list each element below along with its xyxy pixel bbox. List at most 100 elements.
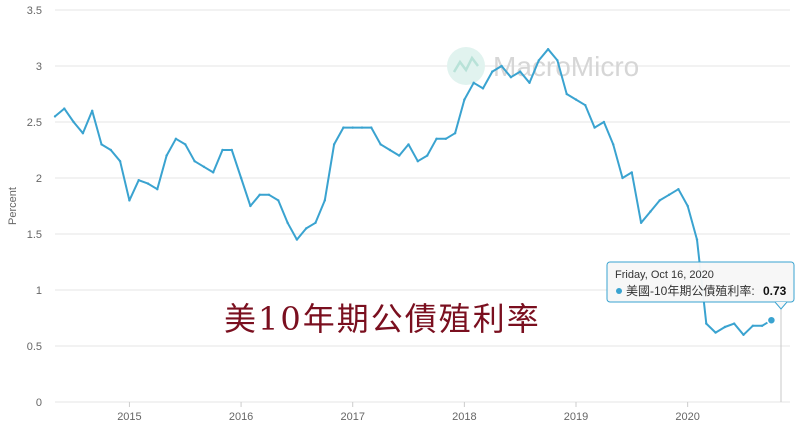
data-point [695, 238, 699, 241]
tooltip-box [606, 261, 795, 303]
data-point [53, 115, 57, 118]
data-point [444, 137, 447, 140]
tooltip-value: 0.73 [763, 284, 787, 298]
x-tick-label: 2016 [229, 411, 253, 423]
data-point [258, 193, 261, 196]
data-point [546, 48, 550, 51]
data-point [723, 325, 727, 329]
watermark-logo-mark [452, 55, 479, 73]
data-point [146, 182, 150, 185]
data-point [751, 324, 754, 327]
data-point [193, 160, 196, 163]
data-point [202, 165, 206, 168]
data-point [733, 322, 736, 325]
data-point [649, 210, 652, 213]
data-point [332, 143, 336, 146]
data-point [174, 137, 178, 140]
data-point [556, 59, 559, 62]
data-point [686, 204, 689, 208]
data-point [528, 81, 531, 85]
hover-point[interactable] [766, 315, 777, 325]
data-point [584, 104, 587, 107]
y-axis-ticks: 0 0.5 1 1.5 2 2.5 3 3.5 [27, 5, 42, 409]
data-point [574, 98, 578, 101]
data-point [342, 126, 345, 129]
data-point [277, 199, 280, 202]
x-tick-label: 2020 [675, 411, 699, 423]
data-point [667, 193, 671, 196]
data-point [351, 126, 354, 129]
data-point [426, 154, 429, 157]
data-point [63, 107, 66, 110]
data-point [612, 143, 615, 146]
watermark-logo: MacroMicro [447, 47, 639, 85]
x-tick-label: 2015 [117, 411, 141, 423]
data-point [128, 199, 131, 202]
data-point [658, 199, 661, 202]
tooltip-pointer [774, 301, 788, 310]
y-tick-label: 3 [36, 61, 42, 73]
data-point [388, 148, 392, 152]
y-tick-label: 0 [36, 397, 42, 409]
data-point [230, 148, 233, 152]
y-tick-label: 1 [36, 285, 42, 297]
y-axis-title: Percent [7, 187, 19, 225]
y-tick-label: 0.5 [27, 341, 42, 353]
data-point [435, 137, 438, 140]
y-tick-label: 2 [36, 173, 42, 185]
x-tick-label: 2018 [452, 411, 476, 423]
data-point [714, 331, 717, 334]
tooltip-date: Friday, Oct 16, 2020 [615, 269, 714, 281]
data-point [165, 154, 168, 157]
data-point [705, 322, 708, 325]
data-point [593, 126, 596, 129]
data-point [360, 126, 364, 129]
y-tick-label: 1.5 [27, 229, 42, 241]
tooltip-series-label: 美國-10年期公債殖利率: [626, 283, 755, 298]
data-point [81, 132, 85, 135]
data-point [239, 176, 243, 180]
data-point [100, 143, 103, 146]
data-point [137, 179, 140, 182]
data-point [760, 324, 764, 327]
data-point [91, 109, 94, 113]
x-axis-ticks: 2015 2016 2017 2018 2019 2020 [117, 402, 700, 423]
gridlines [55, 9, 790, 403]
watermark-text: MacroMicro [493, 51, 639, 82]
data-point [267, 193, 271, 196]
data-point [463, 98, 466, 101]
data-point [677, 188, 680, 191]
x-tick-label: 2019 [564, 411, 588, 423]
data-point [305, 227, 308, 230]
y-tick-label: 3.5 [27, 5, 42, 17]
data-point [212, 171, 215, 174]
data-point [639, 221, 643, 224]
tooltip-series-marker [616, 288, 622, 294]
tooltip: Friday, Oct 16, 2020 美國-10年期公債殖利率: 0.73 [606, 261, 795, 310]
data-point [184, 143, 187, 146]
data-point [742, 333, 745, 336]
data-point [453, 132, 457, 135]
series-layer [53, 48, 777, 336]
data-point [565, 92, 568, 96]
y-tick-label: 2.5 [27, 117, 42, 129]
data-point [537, 59, 540, 62]
watermark-logo-icon [447, 47, 485, 85]
data-point [630, 171, 633, 174]
data-point [295, 238, 299, 241]
data-point [118, 160, 122, 163]
data-point [491, 70, 494, 73]
data-point [500, 64, 503, 68]
data-point [509, 76, 513, 79]
data-point [286, 221, 289, 224]
data-point [314, 221, 317, 224]
data-point [416, 160, 419, 163]
data-point [72, 120, 75, 124]
data-point [481, 87, 485, 90]
data-point [221, 148, 224, 152]
data-point [407, 143, 410, 146]
data-point [109, 148, 113, 152]
data-point [323, 199, 326, 202]
data-point [472, 81, 475, 85]
